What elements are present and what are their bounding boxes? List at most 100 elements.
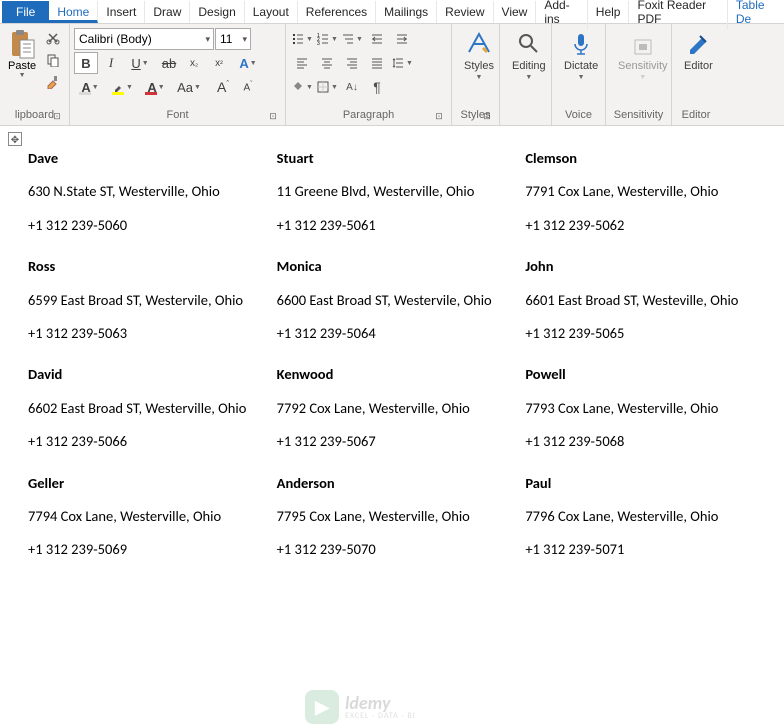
bullets-button[interactable]: ▼: [290, 28, 314, 50]
dictate-button[interactable]: Dictate ▼: [556, 26, 606, 85]
label-cell[interactable]: David6602 East Broad ST, Westerville, Oh…: [28, 366, 267, 450]
group-sensitivity: Sensitivity ▼ Sensitivity: [606, 24, 672, 125]
tab-file[interactable]: File: [2, 1, 49, 23]
align-right-button[interactable]: [340, 52, 364, 74]
editing-button[interactable]: Editing ▼: [504, 26, 554, 85]
justify-button[interactable]: [365, 52, 389, 74]
highlight-button[interactable]: ▼: [107, 76, 139, 98]
editor-icon: [684, 30, 712, 58]
find-icon: [515, 30, 543, 58]
paragraph-launcher-icon[interactable]: ⊡: [433, 111, 445, 123]
clipboard-launcher-icon[interactable]: ⊡: [51, 111, 63, 123]
label-cell[interactable]: Ross6599 East Broad ST, Westervile, Ohio…: [28, 258, 267, 342]
tab-home[interactable]: Home: [49, 1, 98, 23]
font-color-button[interactable]: A▼: [140, 76, 172, 98]
label-cell[interactable]: Anderson7795 Cox Lane, Westerville, Ohio…: [277, 475, 516, 559]
label-cell[interactable]: Paul7796 Cox Lane, Westerville, Ohio+1 3…: [525, 475, 764, 559]
table-move-handle-icon[interactable]: ✥: [8, 132, 22, 146]
strikethrough-button[interactable]: ab: [157, 52, 181, 74]
tab-references[interactable]: References: [298, 1, 376, 23]
tab-help[interactable]: Help: [588, 1, 630, 23]
styles-launcher-icon[interactable]: ⊡: [481, 111, 493, 123]
tab-mailings[interactable]: Mailings: [376, 1, 437, 23]
label-phone: +1 312 239-5063: [28, 325, 267, 342]
editor-label: Editor: [684, 60, 713, 72]
format-painter-button[interactable]: [42, 72, 64, 92]
tab-review[interactable]: Review: [437, 1, 493, 23]
label-name: Geller: [28, 475, 267, 492]
increase-indent-button[interactable]: [390, 28, 414, 50]
tab-view[interactable]: View: [494, 1, 537, 23]
sensitivity-group-label: Sensitivity: [610, 107, 667, 125]
align-center-button[interactable]: [315, 52, 339, 74]
grow-font-button[interactable]: Aˆ: [211, 76, 235, 98]
subscript-button[interactable]: x: [182, 52, 206, 74]
styles-group-label: Styles⊡: [456, 107, 495, 125]
superscript-button[interactable]: x: [207, 52, 231, 74]
label-cell[interactable]: Clemson7791 Cox Lane, Westerville, Ohio+…: [525, 150, 764, 234]
italic-button[interactable]: I: [99, 52, 123, 74]
font-group-label: Font⊡: [74, 107, 281, 125]
editing-group-label: [504, 107, 547, 125]
styles-button[interactable]: Styles ▼: [456, 26, 502, 85]
tab-table-design[interactable]: Table De: [728, 0, 784, 30]
label-name: Dave: [28, 150, 267, 167]
label-name: Powell: [525, 366, 764, 383]
tab-draw[interactable]: Draw: [145, 1, 190, 23]
cut-button[interactable]: [42, 28, 64, 48]
label-phone: +1 312 239-5066: [28, 433, 267, 450]
tab-design[interactable]: Design: [190, 1, 244, 23]
numbering-button[interactable]: 123▼: [315, 28, 339, 50]
font-name-select[interactable]: Calibri (Body): [74, 28, 214, 50]
decrease-indent-button[interactable]: [365, 28, 389, 50]
label-address: 7796 Cox Lane, Westerville, Ohio: [525, 508, 764, 525]
group-voice: Dictate ▼ Voice: [552, 24, 606, 125]
underline-button[interactable]: U▼: [124, 52, 156, 74]
sort-button[interactable]: A↓: [340, 76, 364, 98]
label-name: Stuart: [277, 150, 516, 167]
label-cell[interactable]: Kenwood7792 Cox Lane, Westerville, Ohio+…: [277, 366, 516, 450]
label-cell[interactable]: John6601 East Broad ST, Westeville, Ohio…: [525, 258, 764, 342]
align-left-button[interactable]: [290, 52, 314, 74]
label-address: 6599 East Broad ST, Westervile, Ohio: [28, 292, 267, 309]
text-effects-button[interactable]: A▼: [232, 52, 264, 74]
group-font: Calibri (Body) 11 B I U▼ ab x x A▼ A▼ ▼ …: [70, 24, 286, 125]
label-address: 7791 Cox Lane, Westerville, Ohio: [525, 183, 764, 200]
label-address: 7792 Cox Lane, Westerville, Ohio: [277, 400, 516, 417]
shrink-font-button[interactable]: Aˇ: [236, 76, 260, 98]
label-cell[interactable]: Stuart11 Greene Blvd, Westerville, Ohio+…: [277, 150, 516, 234]
label-address: 7795 Cox Lane, Westerville, Ohio: [277, 508, 516, 525]
font-size-select[interactable]: 11: [215, 28, 251, 50]
sensitivity-icon: [629, 30, 657, 58]
change-case-button[interactable]: Aa▼: [173, 76, 205, 98]
watermark-sub: EXCEL · DATA · BI: [345, 712, 416, 720]
paste-button[interactable]: Paste ▼: [4, 26, 40, 81]
multilevel-button[interactable]: ▼: [340, 28, 364, 50]
editor-group-label: Editor: [676, 107, 716, 125]
paragraph-group-label: Paragraph⊡: [290, 107, 447, 125]
copy-button[interactable]: [42, 50, 64, 70]
tab-layout[interactable]: Layout: [245, 1, 298, 23]
label-cell[interactable]: Monica6600 East Broad ST, Westervile, Oh…: [277, 258, 516, 342]
label-phone: +1 312 239-5071: [525, 541, 764, 558]
borders-button[interactable]: ▼: [315, 76, 339, 98]
editor-button[interactable]: Editor: [676, 26, 721, 76]
label-cell[interactable]: Powell7793 Cox Lane, Westerville, Ohio+1…: [525, 366, 764, 450]
font-color-shading-button[interactable]: A▼: [74, 76, 106, 98]
font-launcher-icon[interactable]: ⊡: [267, 111, 279, 123]
shading-button[interactable]: ▼: [290, 76, 314, 98]
styles-icon: [465, 30, 493, 58]
ribbon: Paste ▼ lipboard⊡ Calibri (Body): [0, 24, 784, 126]
label-address: 630 N.State ST, Westerville, Ohio: [28, 183, 267, 200]
label-cell[interactable]: Geller7794 Cox Lane, Westerville, Ohio+1…: [28, 475, 267, 559]
bold-button[interactable]: B: [74, 52, 98, 74]
line-spacing-button[interactable]: ▼: [390, 52, 414, 74]
label-phone: +1 312 239-5067: [277, 433, 516, 450]
show-marks-button[interactable]: ¶: [365, 76, 389, 98]
tab-insert[interactable]: Insert: [98, 1, 145, 23]
group-paragraph: ▼ 123▼ ▼ ▼ ▼ ▼ A↓ ¶: [286, 24, 452, 125]
label-cell[interactable]: Dave630 N.State ST, Westerville, Ohio+1 …: [28, 150, 267, 234]
label-phone: +1 312 239-5062: [525, 217, 764, 234]
dictate-label: Dictate: [564, 60, 598, 72]
label-name: John: [525, 258, 764, 275]
